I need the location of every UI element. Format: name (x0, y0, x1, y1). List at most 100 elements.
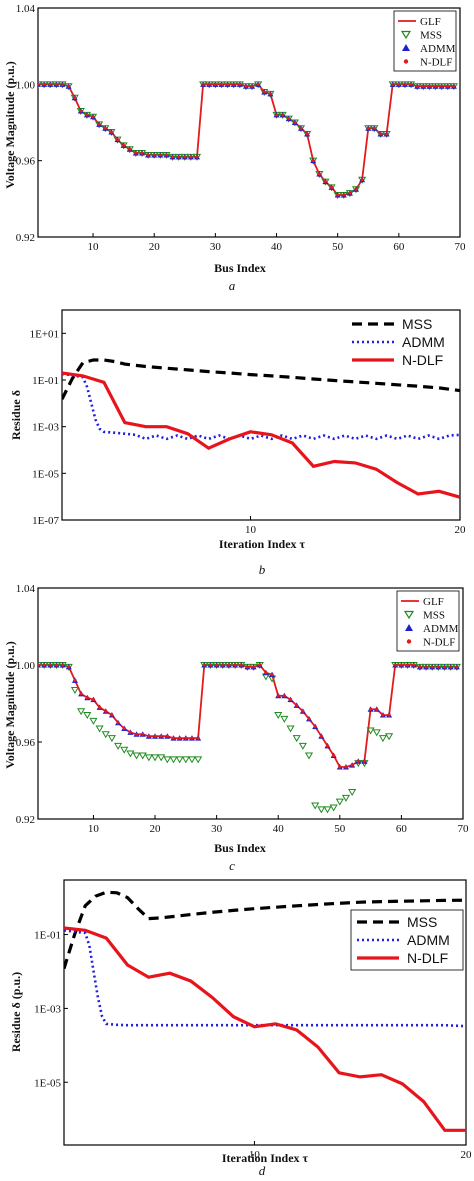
point-mss (95, 725, 104, 733)
point-mss (120, 746, 129, 754)
point-ndlf (325, 744, 330, 748)
x-tick-label: 10 (245, 524, 257, 536)
point-ndlf (73, 96, 77, 100)
chart-panel-d: 10 20 1E-05 1E-03 1E-01 Iteration Index τ Resi… (9, 879, 472, 1178)
point-ndlf (122, 726, 126, 731)
x-axis-title: Iteration Index τ (222, 1151, 309, 1165)
x-tick-label: 10 (249, 1149, 261, 1161)
x-tick-label: 50 (334, 823, 346, 835)
point-ndlf (405, 663, 410, 667)
point-ndlf (430, 665, 434, 669)
point-ndlf (201, 82, 205, 86)
point-ndlf (189, 155, 193, 159)
x-axis-title: Bus Index (214, 841, 266, 855)
point-mss (194, 756, 203, 764)
point-ndlf (264, 671, 268, 675)
legend-label: N-DLF (407, 950, 448, 966)
point-ndlf (116, 721, 120, 725)
point-mss (385, 733, 394, 741)
point-ndlf (134, 732, 139, 736)
x-tick-label: 70 (458, 823, 470, 835)
point-ndlf (281, 113, 285, 117)
point-ndlf (440, 84, 444, 88)
point-ndlf (134, 151, 138, 155)
legend-label: ADMM (407, 932, 450, 948)
point-ndlf (245, 665, 250, 669)
point-ndlf (227, 663, 231, 667)
point-ndlf (397, 82, 401, 86)
y-tick-label: 1E-05 (34, 1077, 61, 1089)
x-tick-label: 70 (455, 241, 467, 253)
data-layer (62, 358, 460, 499)
point-mss (101, 731, 110, 739)
point-mss (77, 708, 86, 716)
y-tick-label: 1E-05 (32, 468, 59, 480)
point-ndlf (344, 765, 348, 769)
y-tick-label: 1E-07 (32, 515, 59, 527)
point-ndlf (104, 709, 108, 713)
point-ndlf (360, 178, 364, 182)
point-ndlf (399, 663, 404, 667)
y-tick-label: 1E-01 (32, 375, 59, 387)
y-tick-label: 1E-01 (34, 930, 61, 942)
point-ndlf (262, 90, 266, 94)
legend-label: MSS (420, 30, 442, 42)
point-ndlf (73, 678, 77, 683)
point-ndlf (170, 155, 175, 159)
series-line-mss (62, 358, 460, 400)
point-ndlf (239, 663, 243, 667)
point-ndlf (158, 153, 162, 157)
plot-frame (37, 7, 461, 238)
point-ndlf (362, 759, 367, 763)
point-mss (70, 687, 80, 695)
point-mss (292, 735, 301, 743)
point-mss (274, 712, 283, 720)
panel-caption: b (259, 562, 266, 577)
point-mss (126, 750, 135, 758)
point-ndlf (366, 126, 370, 130)
point-mss (286, 725, 295, 733)
point-ndlf (109, 130, 113, 134)
point-ndlf (442, 665, 447, 669)
point-ndlf (424, 665, 428, 669)
point-ndlf (42, 82, 46, 86)
legend-key-admm (405, 624, 413, 631)
panel-caption: d (259, 1163, 266, 1178)
point-ndlf (221, 663, 225, 667)
data-layer (64, 890, 466, 1132)
point-ndlf (268, 92, 273, 96)
point-ndlf (301, 709, 305, 713)
point-mss (323, 806, 332, 814)
point-ndlf (54, 82, 58, 86)
point-ndlf (307, 717, 311, 721)
point-ndlf (455, 665, 459, 669)
point-ndlf (354, 187, 358, 191)
point-ndlf (258, 663, 262, 667)
x-tick-label: 20 (150, 823, 162, 835)
x-axis-title: Iteration Index τ (219, 537, 306, 551)
plot-frame (37, 587, 464, 820)
point-ndlf (251, 665, 256, 669)
point-ndlf (319, 734, 323, 738)
point-ndlf (60, 82, 65, 86)
point-ndlf (207, 82, 211, 86)
legend-key-ndlf (403, 59, 409, 64)
point-ndlf (177, 155, 181, 159)
point-ndlf (323, 180, 328, 184)
legend-key-admm (402, 44, 410, 51)
point-mss (341, 794, 351, 802)
data-layer (38, 81, 458, 200)
point-mss (144, 754, 153, 762)
point-ndlf (110, 713, 114, 717)
series-line-glf (38, 83, 454, 196)
legend-label: N-DLF (402, 352, 443, 368)
point-ndlf (196, 736, 200, 740)
point-ndlf (348, 191, 352, 195)
legend-label: GLF (423, 596, 444, 608)
point-ndlf (183, 155, 187, 159)
point-mss (83, 712, 92, 720)
y-tick-label: 0.92 (16, 232, 35, 244)
point-ndlf (238, 82, 242, 86)
point-ndlf (276, 694, 280, 698)
legend-label: N-DLF (420, 57, 452, 69)
